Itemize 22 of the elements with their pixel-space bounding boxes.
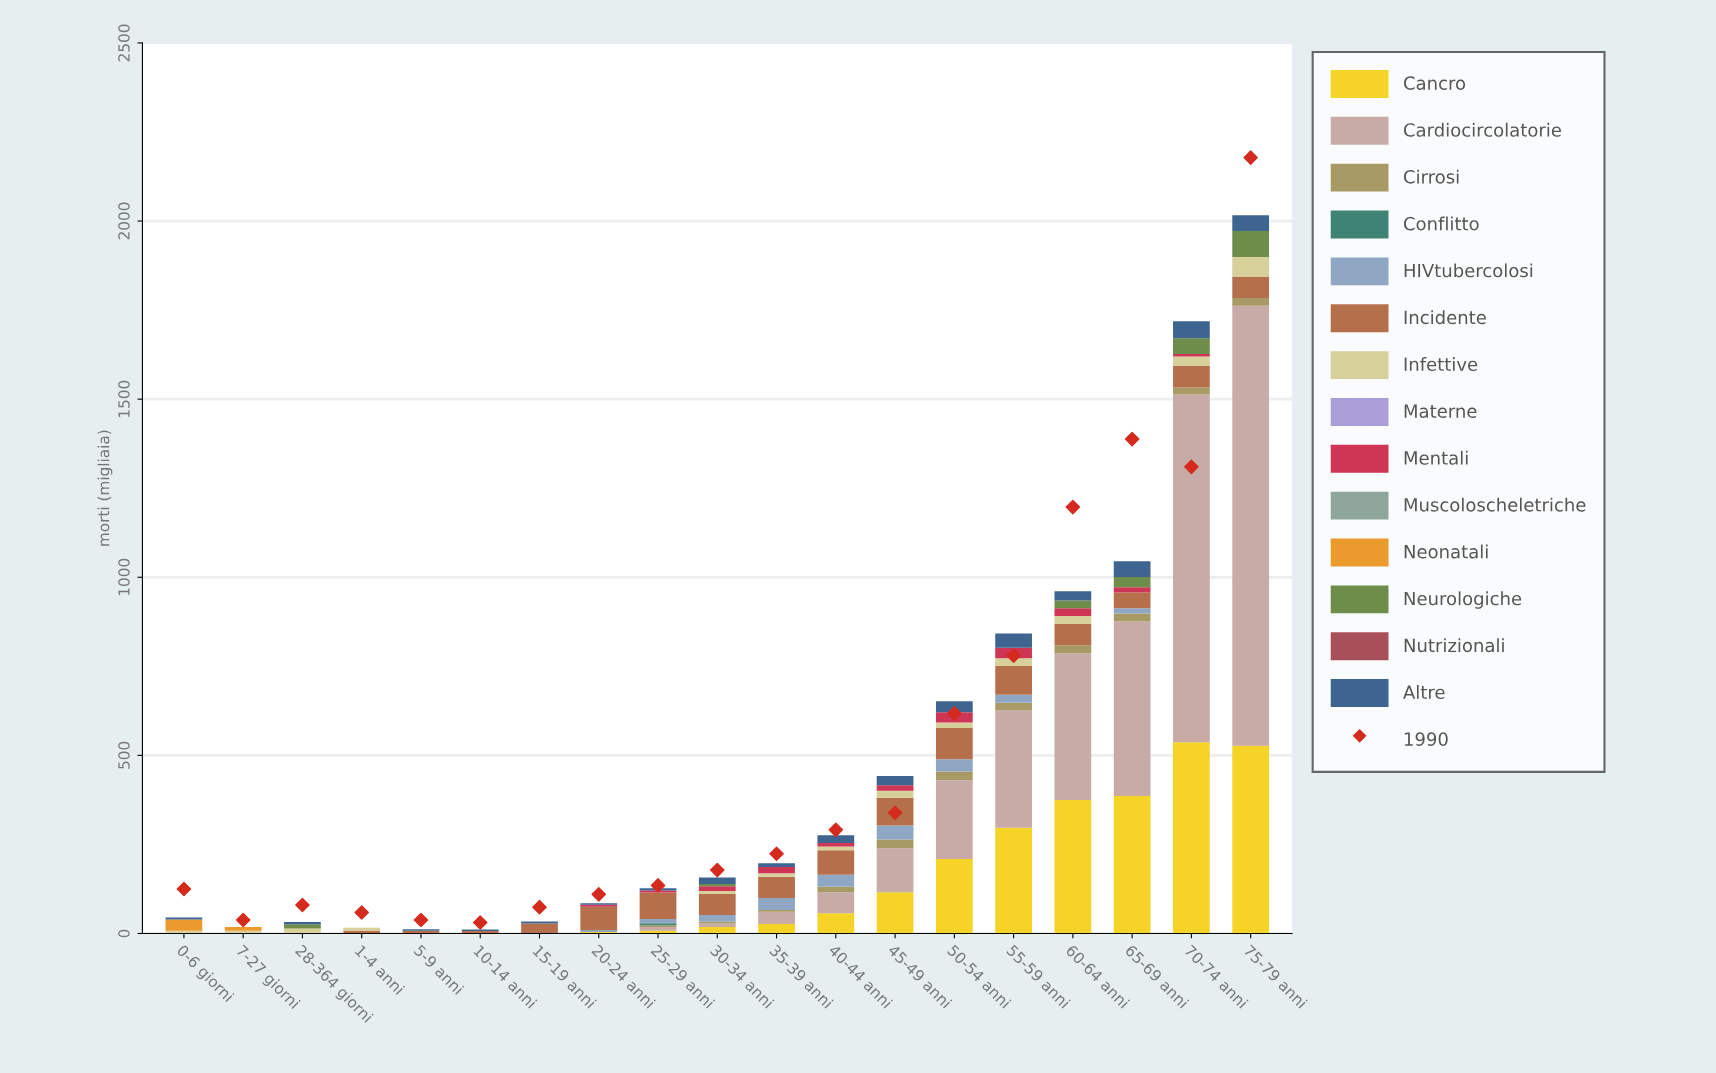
legend-label: Cancro [1403,76,1466,90]
y-tick-label: 2500 [118,24,130,62]
legend-label: Muscoloscheletriche [1404,497,1586,512]
legend-label: Infettive [1404,357,1478,372]
legend-label: Cardiocircolatorie [1403,122,1561,137]
legend-label: Mentali [1404,450,1468,465]
y-tick-label: 1000 [118,558,130,596]
legend-label: Cirrosi [1403,169,1459,184]
legend-label: Materne [1404,404,1477,418]
y-tick-label: 1500 [118,380,130,417]
legend-label: Altre [1403,685,1445,700]
legend-label: Conflitto [1403,216,1479,231]
y-tick-label: 0 [118,929,130,938]
legend-label: Nutrizionali [1404,638,1504,653]
legend-label: 1990 [1404,732,1448,746]
y-tick-label: 2000 [118,202,130,240]
legend-label: Incidente [1404,310,1486,325]
legend-label: Neonatali [1404,544,1488,559]
y-axis-title: morti (migliaia) [97,430,113,546]
y-tick-label: 500 [118,741,130,769]
legend-label: HIVtubercolosi [1404,263,1533,278]
legend-label: Neurologiche [1404,591,1522,609]
